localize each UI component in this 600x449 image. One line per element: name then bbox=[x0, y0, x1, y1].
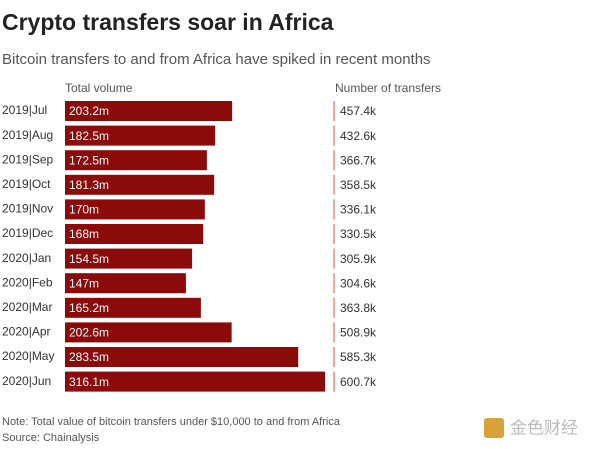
bar-label: 154.5m bbox=[69, 252, 109, 266]
bar-label: 283.5m bbox=[69, 350, 109, 364]
category-label: 2020|Apr bbox=[2, 325, 51, 339]
chart-title: Crypto transfers soar in Africa bbox=[2, 9, 334, 35]
bar bbox=[65, 125, 216, 146]
category-label: 2019|Sep bbox=[2, 152, 53, 166]
category-label: 2019|Nov bbox=[2, 202, 53, 216]
category-label: 2020|Jan bbox=[2, 251, 51, 265]
bar bbox=[65, 199, 205, 220]
transfers-label: 585.3k bbox=[340, 350, 377, 364]
transfers-label: 600.7k bbox=[340, 375, 377, 389]
category-label: 2019|Dec bbox=[2, 226, 53, 240]
bar-label: 203.2m bbox=[69, 104, 109, 118]
transfers-label: 366.7k bbox=[340, 153, 377, 167]
bar-label: 165.2m bbox=[69, 301, 109, 315]
bar-label: 316.1m bbox=[69, 375, 109, 389]
transfers-label: 358.5k bbox=[340, 178, 377, 192]
transfers-label: 363.8k bbox=[340, 301, 377, 315]
watermark-logo bbox=[484, 418, 504, 438]
bar bbox=[65, 174, 215, 195]
bar bbox=[65, 101, 233, 121]
category-label: 2020|Jun bbox=[2, 374, 51, 388]
source: Source: Chainalysis bbox=[2, 432, 100, 444]
bar-label: 182.5m bbox=[69, 129, 109, 143]
category-label: 2019|Aug bbox=[2, 128, 53, 142]
category-label: 2019|Jul bbox=[2, 103, 47, 117]
bar bbox=[65, 150, 207, 171]
category-label: 2019|Oct bbox=[2, 177, 51, 191]
chart-subtitle: Bitcoin transfers to and from Africa hav… bbox=[2, 51, 431, 68]
bar-label: 170m bbox=[69, 203, 99, 217]
watermark: 金色财经 bbox=[510, 418, 578, 437]
bar-label: 147m bbox=[69, 276, 99, 290]
transfers-label: 330.5k bbox=[340, 227, 377, 241]
note: Note: Total value of bitcoin transfers u… bbox=[2, 416, 341, 428]
category-label: 2020|May bbox=[2, 349, 54, 363]
bar bbox=[65, 297, 201, 318]
bar bbox=[65, 224, 204, 244]
bar bbox=[65, 322, 232, 343]
bar bbox=[65, 371, 325, 392]
bar-label: 202.6m bbox=[69, 326, 109, 340]
transfers-label: 432.6k bbox=[340, 129, 377, 143]
bar bbox=[65, 248, 193, 269]
column-header: Number of transfers bbox=[335, 81, 441, 95]
category-label: 2020|Mar bbox=[2, 300, 52, 314]
category-label: 2020|Feb bbox=[2, 275, 53, 289]
bar-label: 181.3m bbox=[69, 178, 109, 192]
bar bbox=[65, 347, 299, 367]
transfers-label: 457.4k bbox=[340, 104, 377, 118]
transfers-label: 305.9k bbox=[340, 252, 377, 266]
transfers-label: 336.1k bbox=[340, 203, 377, 217]
bar bbox=[65, 273, 186, 294]
transfers-label: 508.9k bbox=[340, 326, 377, 340]
bar-label: 168m bbox=[69, 227, 99, 241]
column-header: Total volume bbox=[65, 81, 133, 95]
bar-label: 172.5m bbox=[69, 153, 109, 167]
transfers-label: 304.6k bbox=[340, 276, 377, 290]
